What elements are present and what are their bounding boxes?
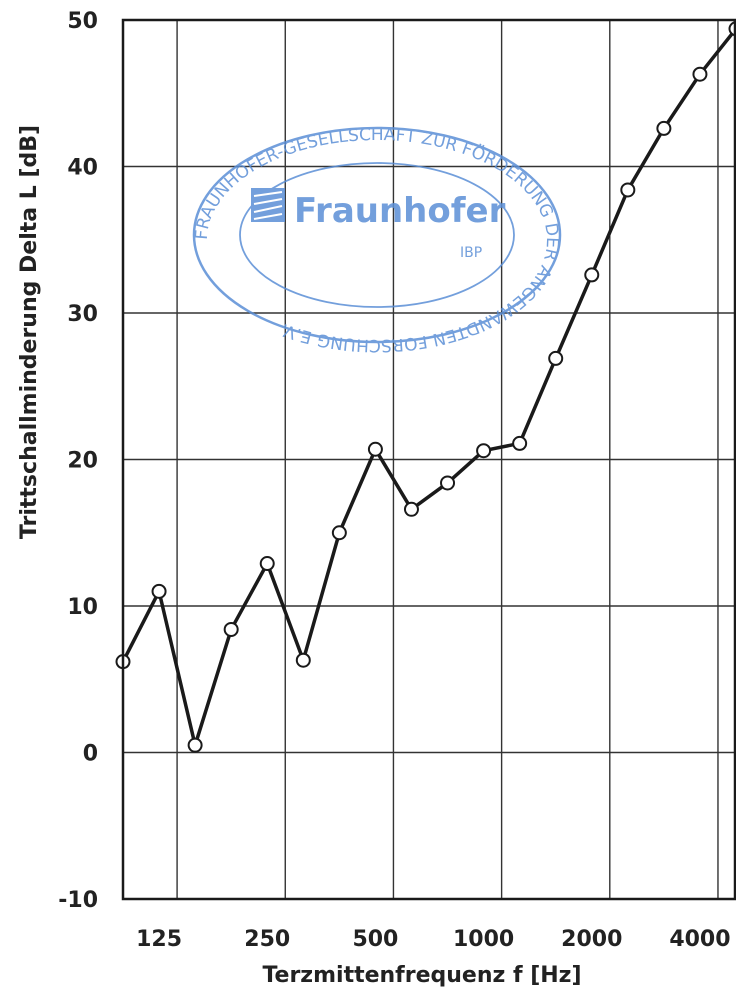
data-point	[187, 737, 203, 753]
x-tick-label: 250	[244, 927, 290, 952]
data-point	[151, 583, 167, 599]
data-point	[367, 441, 383, 457]
data-point	[620, 182, 636, 198]
stamp-name: Fraunhofer	[294, 191, 506, 231]
data-point	[656, 120, 672, 136]
data-point	[512, 435, 528, 451]
data-point	[259, 556, 275, 572]
y-tick-label: 40	[67, 156, 98, 181]
x-tick-label: 125	[136, 927, 182, 952]
data-point	[331, 525, 347, 541]
y-axis-title: Trittschallminderung Delta L [dB]	[17, 125, 42, 539]
data-point	[692, 66, 708, 82]
y-tick-label: 30	[67, 302, 98, 327]
series-line	[121, 27, 736, 747]
x-axis-title: Terzmittenfrequenz f [Hz]	[262, 963, 581, 988]
x-tick-label: 1000	[453, 927, 514, 952]
data-point	[440, 475, 456, 491]
fraunhofer-logo-icon	[251, 188, 285, 222]
y-tick-label: 0	[83, 742, 98, 767]
x-tick-labels: 125 250 500 1000 2000 4000	[136, 927, 730, 952]
data-point	[548, 350, 564, 366]
fraunhofer-stamp: FRAUNHOFER-GESELLSCHAFT ZUR FÖRDERUNG DE…	[192, 125, 562, 355]
x-tick-label: 4000	[669, 927, 730, 952]
y-tick-label: 10	[67, 595, 98, 620]
x-tick-label: 500	[352, 927, 398, 952]
y-tick-label: 20	[67, 449, 98, 474]
stamp-ring-text: FRAUNHOFER-GESELLSCHAFT ZUR FÖRDERUNG DE…	[192, 125, 562, 355]
data-point	[403, 501, 419, 517]
svg-text:FRAUNHOFER-GESELLSCHAFT ZUR FÖ: FRAUNHOFER-GESELLSCHAFT ZUR FÖRDERUNG DE…	[192, 125, 562, 355]
data-point	[295, 652, 311, 668]
plot-border	[121, 18, 736, 901]
x-tick-label: 2000	[561, 927, 622, 952]
y-tick-labels: -10 0 10 20 30 40 50	[58, 9, 98, 913]
y-tick-label: 50	[67, 9, 98, 34]
plot-frame	[121, 18, 736, 901]
data-point	[584, 267, 600, 283]
stamp-sub: IBP	[460, 245, 482, 261]
grid	[123, 19, 736, 900]
y-tick-label: -10	[58, 888, 98, 913]
series	[115, 21, 736, 753]
data-point	[476, 443, 492, 459]
data-point	[223, 621, 239, 637]
